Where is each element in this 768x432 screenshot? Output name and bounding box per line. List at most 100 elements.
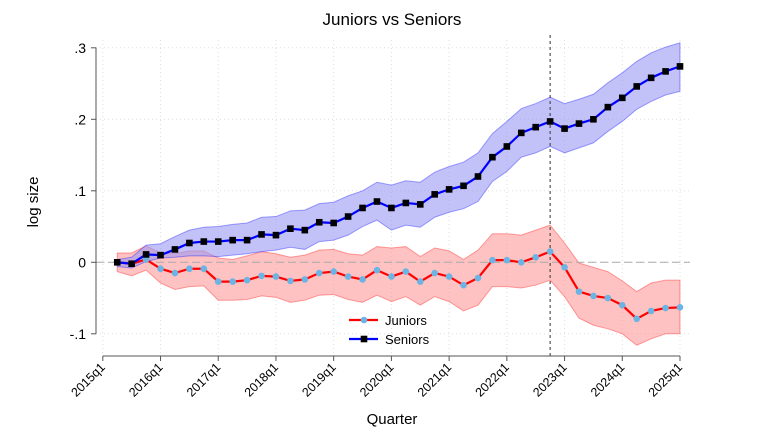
y-tick-label: .2 [74, 111, 86, 127]
marker-juniors [604, 294, 612, 302]
x-axis-label: Quarter [367, 411, 418, 428]
legend-label-juniors: Juniors [385, 313, 427, 328]
marker-seniors [445, 186, 453, 193]
x-tick-label: 2025q1 [646, 360, 685, 399]
reference-lines [96, 35, 690, 356]
marker-seniors [546, 118, 554, 125]
marker-juniors [489, 256, 496, 264]
marker-juniors [517, 259, 525, 266]
marker-juniors [272, 273, 280, 280]
x-tick-label: 2022q1 [473, 360, 512, 399]
marker-seniors [388, 204, 395, 212]
marker-seniors [590, 116, 597, 123]
x-tick-label: 2024q1 [588, 360, 627, 399]
marker-seniors [633, 83, 641, 90]
marker-seniors [200, 238, 208, 245]
marker-juniors [186, 265, 193, 273]
marker-juniors [243, 276, 251, 284]
marker-juniors [662, 304, 669, 312]
marker-seniors [532, 123, 539, 131]
marker-seniors [402, 199, 410, 207]
marker-juniors [373, 266, 381, 274]
marker-seniors [142, 251, 150, 258]
marker-juniors [503, 256, 511, 264]
y-tick-label: 0 [78, 254, 86, 270]
marker-seniors [344, 213, 352, 220]
marker-seniors [301, 226, 309, 234]
x-tick-label: 2020q1 [357, 360, 396, 399]
marker-seniors [315, 218, 323, 226]
marker-seniors [618, 94, 626, 102]
marker-juniors [359, 276, 366, 283]
marker-seniors [214, 238, 222, 245]
marker-juniors [618, 301, 626, 309]
marker-juniors [171, 269, 179, 277]
marker-juniors [330, 268, 337, 275]
marker-juniors [200, 265, 208, 273]
series-lines [113, 63, 684, 323]
marker-seniors [561, 125, 568, 132]
confidence-bands [116, 42, 681, 346]
marker-seniors [113, 259, 121, 266]
marker-juniors [344, 273, 352, 280]
marker-seniors [128, 260, 135, 268]
marker-juniors [474, 274, 482, 282]
marker-juniors [676, 304, 684, 311]
x-tick-label: 2019q1 [299, 360, 338, 399]
marker-seniors [460, 182, 467, 190]
marker-juniors [301, 276, 309, 283]
x-tick-label: 2018q1 [242, 360, 281, 399]
marker-juniors [287, 277, 294, 285]
marker-juniors [445, 273, 453, 280]
x-tick-label: 2016q1 [126, 360, 165, 399]
marker-juniors [214, 278, 222, 285]
marker-juniors [532, 253, 539, 261]
marker-juniors [315, 269, 323, 277]
marker-juniors [633, 315, 641, 323]
marker-seniors [229, 236, 236, 244]
marker-seniors [416, 201, 424, 208]
y-tick-label: .1 [74, 183, 86, 199]
marker-seniors [287, 225, 294, 232]
marker-juniors [157, 265, 164, 273]
marker-seniors [243, 236, 251, 244]
marker-seniors [647, 74, 655, 82]
chart-title: Juniors vs Seniors [323, 10, 462, 29]
marker-seniors [517, 129, 525, 137]
marker-juniors [647, 307, 655, 315]
x-tick-label: 2017q1 [184, 360, 223, 399]
y-tick-label: .3 [74, 40, 86, 56]
y-tick-label: -.1 [70, 326, 87, 342]
line-juniors [117, 250, 681, 321]
marker-seniors [359, 204, 366, 212]
x-tick-label: 2023q1 [530, 360, 569, 399]
marker-juniors [388, 273, 395, 280]
marker-seniors [258, 231, 265, 238]
legend-label-seniors: Seniors [385, 332, 430, 347]
x-tick-label: 2021q1 [415, 360, 454, 399]
legend-marker-juniors [360, 316, 368, 324]
x-tick-label: 2015q1 [69, 360, 108, 399]
legend-marker-seniors [360, 335, 368, 343]
marker-seniors [171, 246, 179, 253]
marker-juniors [590, 292, 597, 300]
marker-seniors [186, 239, 193, 247]
marker-seniors [373, 198, 381, 205]
marker-juniors [460, 281, 467, 289]
line-seniors [117, 65, 681, 265]
marker-seniors [604, 103, 612, 111]
marker-seniors [272, 231, 280, 239]
marker-juniors [402, 268, 410, 275]
marker-seniors [662, 68, 669, 75]
band-seniors [116, 42, 681, 269]
legend: Juniors Seniors [349, 313, 430, 347]
marker-seniors [431, 191, 438, 198]
y-axis-label: log size [25, 177, 42, 228]
marker-juniors [575, 288, 583, 295]
marker-seniors [503, 143, 511, 150]
marker-juniors [258, 272, 265, 280]
marker-juniors [431, 269, 438, 277]
marker-juniors [546, 248, 554, 255]
marker-seniors [676, 63, 684, 70]
